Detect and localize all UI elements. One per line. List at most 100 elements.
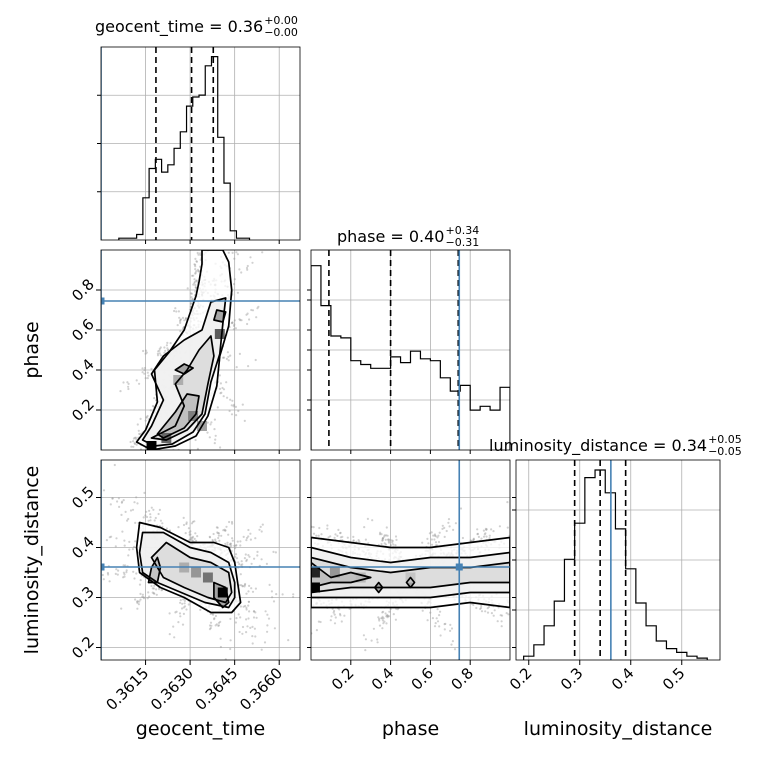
scatter-point bbox=[136, 423, 139, 426]
scatter-point bbox=[253, 627, 256, 630]
scatter-point bbox=[439, 610, 442, 613]
scatter-point bbox=[219, 620, 222, 624]
scatter-point bbox=[431, 617, 434, 620]
scatter-point bbox=[551, 616, 553, 618]
contour-level-0 bbox=[135, 521, 242, 614]
scatter-point bbox=[153, 397, 156, 400]
scatter-point bbox=[236, 669, 238, 671]
density-bin bbox=[311, 582, 320, 593]
scatter-point bbox=[212, 532, 215, 536]
scatter-point bbox=[538, 634, 540, 636]
scatter-point bbox=[191, 298, 194, 301]
scatter-point bbox=[537, 522, 539, 524]
scatter-point bbox=[208, 641, 210, 643]
scatter-point bbox=[263, 641, 267, 644]
scatter-point bbox=[496, 620, 499, 623]
scatter-point bbox=[206, 421, 209, 424]
scatter-point bbox=[482, 529, 485, 532]
scatter-point bbox=[145, 416, 148, 419]
hist-panel-phase: phase = 0.40 +0.34−0.31 bbox=[307, 224, 511, 451]
scatter-point bbox=[275, 593, 278, 596]
scatter-point bbox=[245, 618, 248, 621]
scatter-point bbox=[274, 219, 276, 221]
scatter-point bbox=[157, 350, 160, 353]
scatter-point bbox=[80, 520, 82, 522]
scatter-point bbox=[116, 471, 118, 473]
scatter-point bbox=[245, 592, 248, 595]
scatter-point bbox=[191, 274, 194, 277]
scatter-point bbox=[366, 517, 369, 521]
scatter-point bbox=[338, 608, 341, 611]
scatter-point bbox=[208, 189, 210, 191]
scatter-point bbox=[218, 539, 221, 542]
scatter-point bbox=[378, 619, 381, 622]
x-tick-label-phase: 0.8 bbox=[447, 664, 477, 694]
scatter-point bbox=[472, 538, 475, 542]
scatter-point bbox=[155, 593, 158, 596]
scatter-point bbox=[251, 642, 254, 645]
scatter-point bbox=[233, 319, 236, 322]
scatter-point bbox=[436, 536, 439, 539]
scatter-point bbox=[149, 519, 152, 522]
scatter-point bbox=[126, 453, 128, 455]
scatter-point bbox=[435, 544, 438, 547]
scatter-point bbox=[248, 610, 251, 613]
scatter-point bbox=[144, 514, 147, 517]
scatter-point bbox=[194, 268, 197, 271]
scatter-point bbox=[244, 604, 247, 608]
scatter-point bbox=[132, 464, 134, 466]
scatter-point bbox=[454, 522, 457, 525]
scatter-point bbox=[112, 476, 114, 478]
scatter-point bbox=[147, 591, 150, 594]
scatter-point bbox=[134, 436, 137, 439]
scatter-point bbox=[141, 595, 144, 598]
scatter-point bbox=[194, 438, 197, 442]
scatter-point bbox=[119, 466, 121, 468]
scatter-point bbox=[261, 251, 264, 254]
scatter-point bbox=[202, 241, 204, 243]
scatter-point bbox=[623, 498, 625, 500]
scatter-point bbox=[241, 632, 244, 635]
scatter-point bbox=[230, 322, 233, 325]
scatter-point bbox=[247, 365, 250, 368]
scatter-point bbox=[329, 535, 332, 538]
scatter-point bbox=[217, 532, 220, 535]
scatter-point bbox=[195, 247, 197, 249]
scatter-point bbox=[260, 648, 263, 651]
scatter-point bbox=[190, 538, 193, 541]
scatter-point bbox=[545, 522, 547, 524]
scatter-point bbox=[135, 572, 138, 575]
scatter-point bbox=[341, 535, 344, 539]
x-axis-label-phase: phase bbox=[382, 718, 439, 740]
scatter-point bbox=[384, 543, 387, 546]
scatter-point bbox=[191, 539, 194, 542]
scatter-point bbox=[256, 550, 259, 554]
scatter-point bbox=[219, 446, 222, 449]
y-tick-label-luminosity_distance: 0.4 bbox=[68, 533, 98, 563]
scatter-point bbox=[469, 539, 472, 542]
scatter-point bbox=[195, 260, 198, 263]
scatter-point bbox=[254, 587, 257, 590]
scatter-point bbox=[386, 614, 389, 618]
x-tick-label-geocent_time: 0.3615 bbox=[103, 664, 153, 714]
y-tick-label-luminosity_distance: 0.3 bbox=[68, 583, 98, 613]
scatter-point bbox=[123, 575, 126, 578]
scatter-point bbox=[114, 545, 117, 548]
scatter-point bbox=[217, 624, 220, 627]
scatter-point bbox=[156, 354, 160, 357]
scatter-point bbox=[120, 501, 123, 504]
scatter-point bbox=[177, 526, 180, 529]
scatter-point bbox=[343, 614, 346, 617]
scatter-point bbox=[159, 346, 162, 349]
scatter-point bbox=[194, 290, 197, 293]
scatter-point bbox=[292, 593, 295, 596]
scatter-point bbox=[376, 638, 379, 641]
scatter-point bbox=[66, 513, 68, 515]
scatter-point bbox=[338, 612, 342, 616]
scatter-point bbox=[136, 494, 138, 496]
scatter-point bbox=[362, 634, 365, 637]
scatter-point bbox=[194, 284, 197, 287]
density-bin bbox=[188, 411, 199, 421]
scatter-point bbox=[215, 623, 218, 626]
scatter-point bbox=[165, 522, 167, 524]
